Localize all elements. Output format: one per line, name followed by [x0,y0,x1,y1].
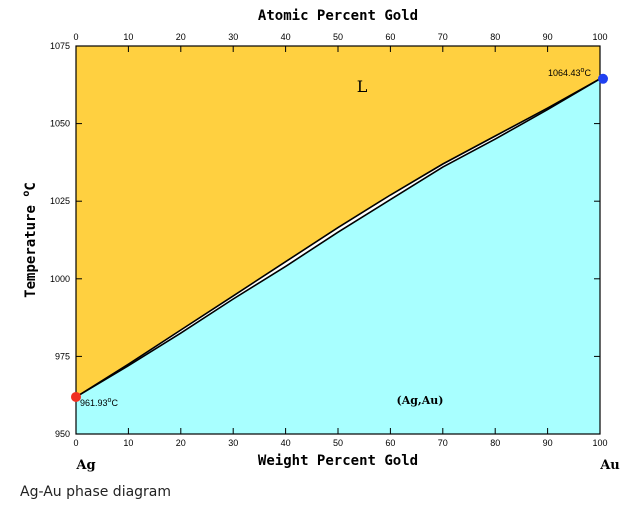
top-axis-ticks: 0 10 20 30 40 50 60 70 80 90 100 [73,32,608,52]
figure-caption: Ag-Au phase diagram [20,484,172,500]
y-tick-label: 950 [55,429,70,439]
top-tick-label: 20 [176,32,186,42]
solidus-line [75,78,601,398]
top-tick-label: 40 [281,32,291,42]
liquid-phase-label: L [357,77,368,96]
bottom-axis-ticks: 0 10 20 30 40 50 60 70 80 90 100 [73,428,608,448]
y-axis-unit-degree: o [21,191,32,197]
x-tick-label: 90 [543,438,553,448]
x-tick-label: 20 [176,438,186,448]
top-tick-label: 10 [123,32,133,42]
x-tick-label: 10 [123,438,133,448]
top-tick-label: 70 [438,32,448,42]
x-tick-label: 100 [592,438,607,448]
x-tick-label: 40 [281,438,291,448]
top-tick-label: 90 [543,32,553,42]
x-tick-label: 50 [333,438,343,448]
gold-melting-point [598,73,608,84]
top-tick-label: 50 [333,32,343,42]
silver-melting-point [71,391,81,402]
y-axis-title-text: Temperature [23,197,39,298]
top-tick-label: 100 [592,32,607,42]
y-tick-label: 1025 [50,196,70,206]
silver-melting-unit: C [111,398,118,408]
gold-label: Au [599,458,620,473]
silver-melting-label: 961.93oC [80,397,118,408]
solid-solution-region [76,78,600,435]
top-tick-label: 30 [228,32,238,42]
silver-melting-value: 961.93 [80,398,108,408]
top-axis-title: Atomic Percent Gold [258,8,418,24]
y-tick-label: 1050 [50,119,70,129]
y-axis-unit: C [23,182,39,190]
y-tick-label: 1075 [50,41,70,51]
y-tick-label: 975 [55,351,70,361]
gold-melting-unit: C [584,68,591,78]
y-axis-title: Temperature oC [21,182,39,298]
solid-solution-label: (Ag,Au) [397,394,444,407]
liquidus-line [75,78,601,398]
x-tick-label: 30 [228,438,238,448]
x-tick-label: 0 [73,438,78,448]
x-tick-label: 70 [438,438,448,448]
gold-melting-degree: o [581,67,585,74]
left-axis-ticks: 950 975 1000 1025 1050 1075 [50,41,600,439]
y-tick-label: 1000 [50,274,70,284]
gold-melting-value: 1064.43 [548,68,581,78]
top-tick-label: 0 [73,32,78,42]
x-tick-label: 80 [490,438,500,448]
x-tick-label: 60 [385,438,395,448]
gold-melting-label: 1064.43oC [548,67,591,78]
top-tick-label: 60 [385,32,395,42]
liquid-region [76,46,600,397]
silver-melting-degree: o [108,397,112,404]
silver-label: Ag [75,458,95,473]
bottom-axis-title: Weight Percent Gold [258,453,418,469]
top-tick-label: 80 [490,32,500,42]
